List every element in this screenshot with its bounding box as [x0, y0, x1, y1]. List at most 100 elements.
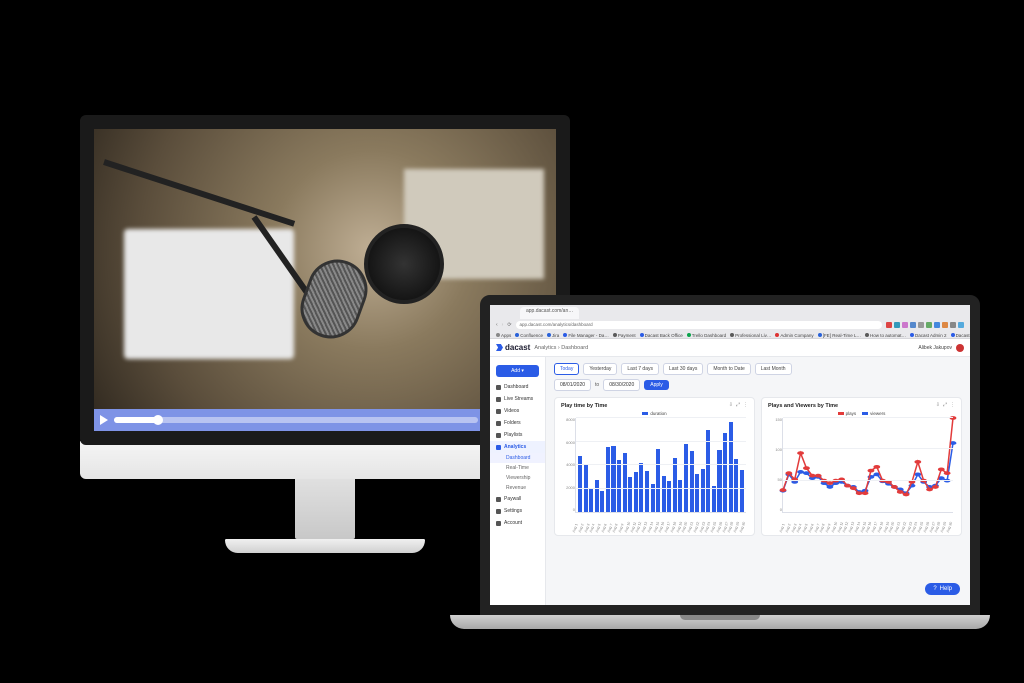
- play-icon[interactable]: [100, 415, 108, 425]
- line-marker[interactable]: [914, 473, 921, 477]
- sidebar-item-analytics[interactable]: Analytics: [490, 441, 545, 453]
- extension-icon[interactable]: [902, 322, 908, 328]
- sidebar-item-videos[interactable]: Videos: [490, 405, 545, 417]
- line-marker[interactable]: [944, 471, 951, 475]
- extension-icon[interactable]: [926, 322, 932, 328]
- sidebar-item-paywall[interactable]: Paywall: [490, 493, 545, 505]
- filter-pill-today[interactable]: Today: [554, 363, 579, 375]
- line-marker[interactable]: [873, 465, 880, 469]
- bar[interactable]: [611, 446, 615, 512]
- bar[interactable]: [628, 477, 632, 512]
- bar[interactable]: [595, 480, 599, 512]
- filter-pill-last-month[interactable]: Last Month: [755, 363, 792, 375]
- bar[interactable]: [656, 449, 660, 512]
- extension-icon[interactable]: [950, 322, 956, 328]
- line-marker[interactable]: [856, 491, 863, 495]
- extension-icon[interactable]: [918, 322, 924, 328]
- more-icon[interactable]: ⋮: [743, 402, 748, 408]
- line-marker[interactable]: [926, 488, 933, 492]
- apply-button[interactable]: Apply: [644, 380, 669, 390]
- bar[interactable]: [678, 480, 682, 512]
- sidebar-sub-revenue[interactable]: Revenue: [490, 483, 545, 493]
- bookmark-item[interactable]: Apps: [496, 333, 511, 338]
- line-marker[interactable]: [797, 470, 804, 474]
- bar[interactable]: [695, 474, 699, 512]
- extension-icon[interactable]: [886, 322, 892, 328]
- line-marker[interactable]: [844, 484, 851, 488]
- sidebar-item-folders[interactable]: Folders: [490, 417, 545, 429]
- line-marker[interactable]: [868, 469, 875, 473]
- bookmark-item[interactable]: How to automat…: [865, 333, 906, 338]
- line-marker[interactable]: [815, 474, 822, 478]
- bookmark-item[interactable]: Admin Company: [775, 333, 813, 338]
- bar[interactable]: [589, 489, 593, 513]
- bar[interactable]: [734, 459, 738, 512]
- bookmark-item[interactable]: Jira: [547, 333, 559, 338]
- progress-track[interactable]: [114, 417, 478, 423]
- export-icon[interactable]: ⇩: [936, 402, 940, 408]
- bookmark-item[interactable]: [FE] Real-Time L…: [818, 333, 861, 338]
- browser-tab[interactable]: app.dacast.com/an…: [520, 307, 579, 319]
- bar[interactable]: [634, 472, 638, 512]
- bar[interactable]: [690, 451, 694, 512]
- date-from-input[interactable]: 08/01/2020: [554, 379, 591, 391]
- sidebar-item-playlists[interactable]: Playlists: [490, 429, 545, 441]
- bookmark-item[interactable]: Confluence: [515, 333, 543, 338]
- line-marker[interactable]: [891, 485, 898, 489]
- expand-icon[interactable]: ⤢: [736, 402, 740, 408]
- avatar[interactable]: [956, 344, 964, 352]
- nav-fwd-icon[interactable]: ›: [502, 322, 504, 328]
- nav-back-icon[interactable]: ‹: [496, 322, 498, 328]
- filter-pill-yesterday[interactable]: Yesterday: [583, 363, 617, 375]
- bar[interactable]: [684, 444, 688, 512]
- bar[interactable]: [712, 486, 716, 512]
- bar[interactable]: [662, 476, 666, 512]
- user-label[interactable]: Alibek Jakupov: [918, 345, 952, 351]
- line-marker[interactable]: [897, 490, 904, 494]
- brand-logo[interactable]: dacast: [496, 343, 530, 352]
- line-marker[interactable]: [797, 451, 804, 455]
- sidebar-sub-real-time[interactable]: Real-Time: [490, 463, 545, 473]
- reload-icon[interactable]: ⟳: [507, 322, 511, 328]
- bar[interactable]: [623, 453, 627, 512]
- filter-pill-last-7-days[interactable]: Last 7 days: [621, 363, 659, 375]
- line-marker[interactable]: [826, 485, 833, 489]
- extension-icon[interactable]: [894, 322, 900, 328]
- extension-icon[interactable]: [910, 322, 916, 328]
- line-marker[interactable]: [938, 468, 945, 472]
- bar[interactable]: [723, 433, 727, 512]
- sidebar-item-live-streams[interactable]: Live Streams: [490, 393, 545, 405]
- add-button[interactable]: Add ▾: [496, 365, 539, 377]
- line-marker[interactable]: [785, 471, 792, 475]
- bar[interactable]: [717, 450, 721, 512]
- address-bar[interactable]: app.dacast.com/analytics/dashboard: [516, 321, 882, 329]
- bar[interactable]: [645, 471, 649, 512]
- bar[interactable]: [673, 458, 677, 512]
- sidebar-item-dashboard[interactable]: Dashboard: [490, 381, 545, 393]
- line-marker[interactable]: [826, 481, 833, 485]
- line-marker[interactable]: [809, 474, 816, 478]
- bar[interactable]: [701, 469, 705, 512]
- bookmark-item[interactable]: Dacast Admin: [951, 333, 980, 338]
- help-fab[interactable]: ? Help: [925, 583, 960, 595]
- bar[interactable]: [617, 460, 621, 512]
- line-marker[interactable]: [914, 460, 921, 464]
- bookmark-item[interactable]: Trello Dashboard: [687, 333, 726, 338]
- line-marker[interactable]: [862, 491, 869, 495]
- filter-pill-last-30-days[interactable]: Last 30 days: [663, 363, 703, 375]
- bar[interactable]: [740, 470, 744, 512]
- date-to-input[interactable]: 08/30/2020: [603, 379, 640, 391]
- bar[interactable]: [600, 491, 604, 512]
- expand-icon[interactable]: ⤢: [943, 402, 947, 408]
- sidebar-sub-dashboard[interactable]: Dashboard: [490, 453, 545, 463]
- line-marker[interactable]: [932, 485, 939, 489]
- export-icon[interactable]: ⇩: [729, 402, 733, 408]
- bookmark-item[interactable]: Professional Liv…: [730, 333, 771, 338]
- bar[interactable]: [706, 430, 710, 512]
- sidebar-item-account[interactable]: Account: [490, 517, 545, 529]
- more-icon[interactable]: ⋮: [950, 402, 955, 408]
- extension-icon[interactable]: [958, 322, 964, 328]
- bookmark-item[interactable]: Dacast Admin 2: [910, 333, 947, 338]
- line-marker[interactable]: [803, 466, 810, 470]
- bookmark-item[interactable]: File Manager - Da…: [563, 333, 609, 338]
